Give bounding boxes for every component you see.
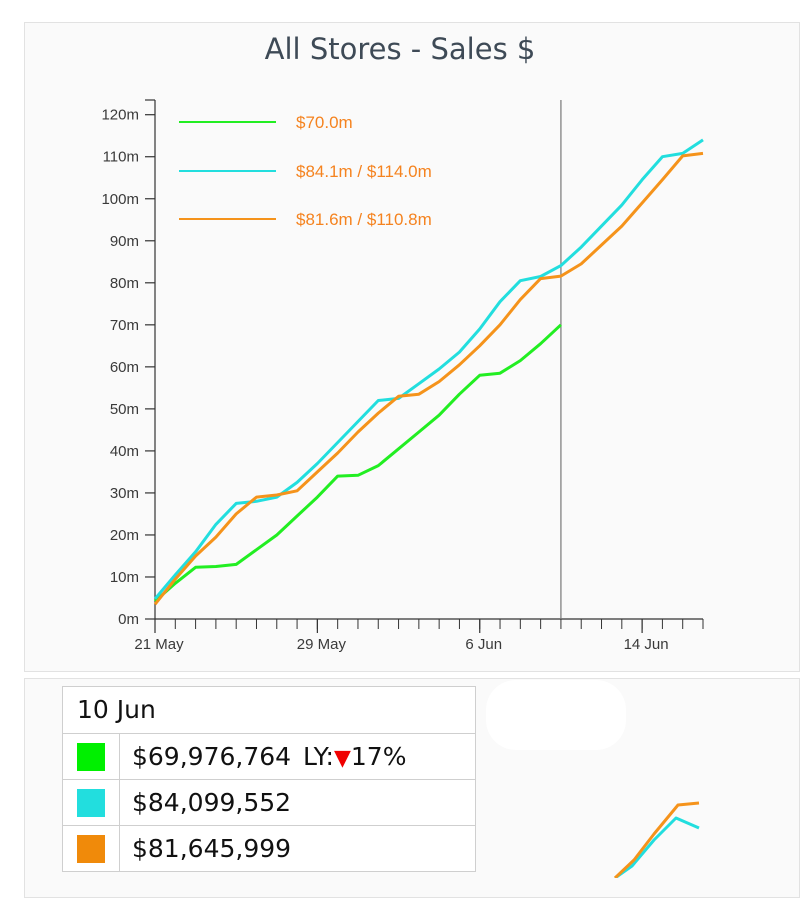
y-tick-label: 120m — [101, 107, 139, 124]
chart-title: All Stores - Sales $ — [264, 32, 536, 66]
tooltip-row: $69,976,764 LY:▼17% — [63, 734, 475, 780]
series-line-0[interactable] — [154, 323, 562, 603]
tooltip-date: 10 Jun — [63, 687, 475, 734]
y-tick-label: 20m — [110, 527, 139, 544]
y-tick-label: 70m — [110, 317, 139, 334]
x-tick-label: 6 Jun — [465, 636, 502, 653]
legend-label: $81.6m / $110.8m — [296, 210, 432, 229]
tooltip-value: $69,976,764 — [132, 742, 292, 771]
y-tick-label: 30m — [110, 485, 139, 502]
x-tick-label: 21 May — [134, 636, 184, 653]
y-tick-label: 110m — [103, 149, 139, 166]
y-tick-label: 0m — [118, 611, 139, 628]
tooltip-row: $81,645,999 — [63, 826, 475, 871]
second-chart-lines — [613, 801, 700, 878]
series-line-1[interactable] — [153, 138, 704, 600]
mini-line-cyan — [614, 816, 700, 878]
down-arrow-icon: ▼ — [333, 746, 351, 771]
y-tick-label: 60m — [110, 359, 139, 376]
last-year-comparison: LY:▼17% — [303, 734, 406, 781]
hover-tooltip: 10 Jun $69,976,764 LY:▼17% $84,099,552 $… — [62, 686, 476, 872]
chart-card — [24, 22, 800, 672]
y-tick-label: 10m — [110, 569, 139, 586]
legend: $70.0m $84.1m / $114.0m $81.6m / $110.8m — [179, 113, 432, 229]
legend-label: $84.1m / $114.0m — [296, 162, 432, 181]
x-axis: 21 May 29 May 6 Jun 14 Jun — [134, 618, 704, 653]
y-axis: 0m 10m 20m 30m 40m 50m 60m 70m 80m 90m 100m 110m 120… — [101, 99, 156, 628]
sales-line-chart[interactable]: 0m 10m 20m 30m 40m 50m 60m 70m 80m 90m 100m 110m 120… — [0, 0, 800, 878]
ly-label: LY: — [303, 742, 334, 771]
y-tick-label: 80m — [110, 275, 139, 292]
y-tick-label: 40m — [110, 443, 139, 460]
y-tick-label: 50m — [110, 401, 139, 418]
series-line-2[interactable] — [153, 151, 704, 606]
y-tick-label: 90m — [110, 233, 139, 250]
tooltip-swatch-cyan — [77, 788, 105, 817]
x-tick-label: 29 May — [297, 636, 347, 653]
ly-change: 17% — [350, 742, 407, 771]
tooltip-value: $81,645,999 — [132, 834, 292, 863]
x-tick-label: 14 Jun — [624, 636, 669, 653]
tooltip-swatch-orange — [77, 834, 105, 863]
mini-line-orange — [613, 801, 700, 878]
tooltip-swatch-green — [77, 742, 105, 771]
y-tick-label: 100m — [101, 191, 139, 208]
series-layer[interactable] — [153, 138, 704, 606]
legend-label: $70.0m — [296, 113, 353, 132]
tooltip-row: $84,099,552 — [63, 780, 475, 826]
tooltip-value: $84,099,552 — [132, 788, 292, 817]
overlay-blank — [486, 680, 626, 750]
